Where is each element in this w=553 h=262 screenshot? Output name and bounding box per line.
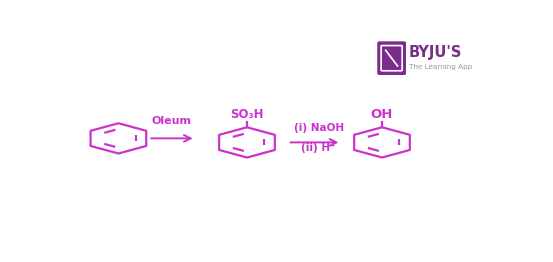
Text: BYJU'S: BYJU'S <box>409 45 462 60</box>
Text: SO₃H: SO₃H <box>230 108 264 121</box>
FancyBboxPatch shape <box>377 41 406 75</box>
Text: OH: OH <box>371 108 393 121</box>
Text: The Learning App: The Learning App <box>409 64 472 70</box>
Text: Oleum: Oleum <box>152 116 192 126</box>
Text: (ii) H⁺: (ii) H⁺ <box>301 143 336 154</box>
Text: (i) NaOH: (i) NaOH <box>294 123 344 133</box>
